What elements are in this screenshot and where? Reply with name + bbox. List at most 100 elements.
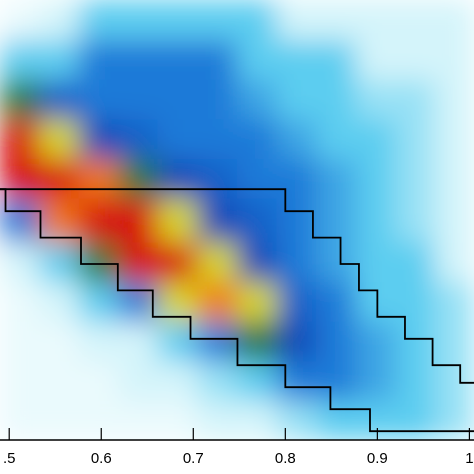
heat-cell <box>0 320 41 362</box>
heat-cell <box>316 399 357 440</box>
heat-cell <box>78 118 120 159</box>
heat-cell <box>236 0 278 41</box>
heat-cell <box>236 241 278 283</box>
heat-cell <box>316 360 357 401</box>
x-tick-label: 0.8 <box>275 450 296 467</box>
heat-cell <box>316 39 357 80</box>
step-line <box>0 188 474 384</box>
heat-cell <box>355 281 397 322</box>
heat-cell <box>395 241 436 283</box>
x-tick-label: .5 <box>3 450 16 467</box>
heat-cell <box>0 241 41 283</box>
heat-cell <box>276 39 318 80</box>
x-tick-label: 0.7 <box>183 450 204 467</box>
heat-cell <box>0 0 41 41</box>
heat-cell <box>0 399 41 440</box>
heat-cell <box>39 399 80 440</box>
heat-cell <box>276 157 318 199</box>
heat-cell <box>118 399 159 440</box>
heat-cell <box>39 241 80 283</box>
heat-cell <box>78 0 120 41</box>
heat-cell <box>0 118 41 159</box>
heat-cell <box>434 360 474 401</box>
heat-cell <box>78 399 120 440</box>
heat-cell <box>276 320 318 362</box>
heat-cell <box>39 0 80 41</box>
heat-cell <box>316 320 357 362</box>
heat-cell <box>236 399 278 440</box>
heat-cell <box>78 281 120 322</box>
heat-cell <box>78 157 120 199</box>
heat-cell <box>434 78 474 120</box>
heat-cell <box>78 197 120 243</box>
heat-cell <box>197 399 238 440</box>
heat-cell <box>118 241 159 283</box>
heat-cell <box>157 241 199 283</box>
heat-cell <box>434 281 474 322</box>
heat-cell <box>39 197 80 243</box>
heat-cell <box>316 78 357 120</box>
heat-cell <box>355 0 397 41</box>
heat-cell <box>197 0 238 41</box>
heat-cell <box>236 281 278 322</box>
heat-cell <box>316 118 357 159</box>
heat-cell <box>78 360 120 401</box>
heat-cell <box>39 320 80 362</box>
heat-cell <box>395 157 436 199</box>
heat-cell <box>0 197 41 243</box>
heat-cell <box>395 399 436 440</box>
heat-cell <box>236 360 278 401</box>
heat-cell <box>434 157 474 199</box>
heat-cell <box>434 320 474 362</box>
heat-cell <box>197 118 238 159</box>
heat-cell <box>395 39 436 80</box>
heat-cell <box>118 157 159 199</box>
heat-cell <box>276 399 318 440</box>
heat-cell <box>395 360 436 401</box>
heat-cell <box>276 360 318 401</box>
heat-cell <box>316 0 357 41</box>
heat-cell <box>276 281 318 322</box>
heat-cell <box>236 118 278 159</box>
heat-cell <box>236 157 278 199</box>
heat-cell <box>197 241 238 283</box>
heat-cell <box>316 157 357 199</box>
heat-cell <box>157 197 199 243</box>
heat-cell <box>197 157 238 199</box>
x-tick-label: 0.9 <box>367 450 388 467</box>
heat-cell <box>78 320 120 362</box>
heat-cell <box>118 118 159 159</box>
heat-cell <box>434 118 474 159</box>
heat-cell <box>236 320 278 362</box>
heat-cell <box>395 197 436 243</box>
heat-cell <box>39 360 80 401</box>
x-axis: .5 0.6 0.7 0.8 0.9 1 <box>0 428 474 467</box>
heat-cell <box>197 281 238 322</box>
heat-cell <box>118 39 159 80</box>
heat-cell <box>0 281 41 322</box>
heat-cell <box>316 197 357 243</box>
heat-cell <box>395 281 436 322</box>
heat-cell <box>39 157 80 199</box>
heatmap-area <box>0 0 474 440</box>
heat-cell <box>355 399 397 440</box>
heat-cell <box>236 78 278 120</box>
heat-cell <box>395 0 436 41</box>
heat-cell <box>197 197 238 243</box>
heat-cell <box>118 197 159 243</box>
heat-cell <box>157 118 199 159</box>
heat-cell <box>236 39 278 80</box>
heat-cell <box>434 241 474 283</box>
heat-cell <box>157 39 199 80</box>
heat-cell <box>197 360 238 401</box>
heat-cell <box>0 360 41 401</box>
heat-cell <box>355 320 397 362</box>
heat-cell <box>197 78 238 120</box>
heat-cell <box>355 39 397 80</box>
heat-cell <box>39 78 80 120</box>
heat-cell <box>0 39 41 80</box>
heat-cell <box>157 157 199 199</box>
heat-cell <box>118 78 159 120</box>
